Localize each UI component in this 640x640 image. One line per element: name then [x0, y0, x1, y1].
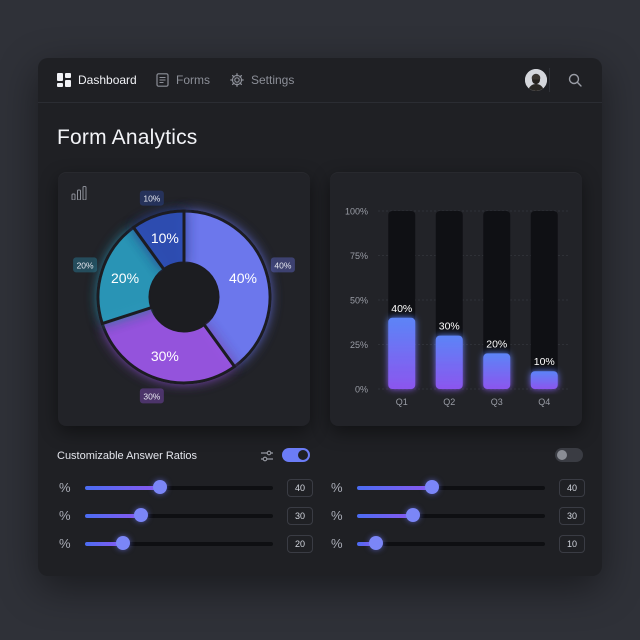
y-tick-label: 50% [350, 296, 368, 306]
nav-settings[interactable]: Settings [230, 71, 294, 89]
slider-row: % 10 [331, 534, 585, 554]
bar-data-label: 40% [391, 303, 412, 315]
donut-callout-tag: 10% [140, 191, 164, 206]
slider-fill [357, 514, 413, 518]
donut-callout-tag: 30% [140, 388, 164, 403]
x-tick-label: Q3 [491, 397, 503, 407]
x-tick-label: Q1 [396, 397, 408, 407]
bar-data-label: 10% [534, 356, 555, 368]
donut-slice-label: 20% [111, 270, 139, 286]
avatar[interactable] [525, 69, 547, 91]
slider-track[interactable] [357, 486, 545, 490]
dashboard-icon [57, 73, 71, 87]
donut-chart-card: 40% 40% 30% 30% 20% 20% 10% 10% [58, 172, 310, 426]
nav-forms-label: Forms [176, 73, 210, 87]
percent-icon: % [331, 480, 343, 495]
slider-thumb[interactable] [153, 480, 167, 494]
ratios-toggle-right[interactable] [555, 448, 583, 462]
x-tick-label: Q2 [443, 397, 455, 407]
slider-value-box[interactable]: 30 [287, 507, 313, 525]
bar-q4[interactable] [531, 371, 558, 389]
donut-slice-label: 40% [229, 270, 257, 286]
x-tick-label: Q4 [538, 397, 550, 407]
avatar-icon [525, 69, 547, 91]
slider-fill [85, 514, 141, 518]
gear-icon [230, 73, 244, 87]
slider-row: % 40 [59, 478, 313, 498]
percent-icon: % [331, 508, 343, 523]
toggle-knob [557, 450, 567, 460]
slider-track[interactable] [85, 542, 273, 546]
slider-thumb[interactable] [406, 508, 420, 522]
document-icon [156, 73, 169, 87]
svg-text:10%: 10% [143, 194, 160, 204]
bar-data-label: 20% [486, 338, 507, 350]
donut-hole [150, 263, 218, 331]
slider-value-box[interactable]: 40 [287, 479, 313, 497]
bar-q2[interactable] [436, 336, 463, 389]
svg-text:20%: 20% [77, 260, 94, 270]
search-icon[interactable] [568, 73, 582, 87]
nav-dashboard-label: Dashboard [78, 73, 137, 87]
bar-chart: 0% 25% 50% 75% 100% 40% Q1 30% Q2 20% Q3 10% Q4 [330, 172, 582, 426]
slider-fill [357, 486, 432, 490]
percent-icon: % [59, 480, 71, 495]
slider-thumb[interactable] [134, 508, 148, 522]
donut-slice-label: 30% [151, 348, 179, 364]
slider-fill [85, 486, 160, 490]
slider-track[interactable] [85, 486, 273, 490]
slider-row: % 30 [59, 506, 313, 526]
app-window: Dashboard Forms Settings [38, 58, 602, 576]
bar-q1[interactable] [388, 318, 415, 389]
ratios-toggle-left[interactable] [282, 448, 310, 462]
bar-q3[interactable] [483, 353, 510, 389]
page-title: Form Analytics [57, 126, 198, 150]
slider-value-box[interactable]: 10 [559, 535, 585, 553]
donut-callout-tag: 20% [73, 257, 97, 272]
percent-icon: % [59, 508, 71, 523]
slider-value-box[interactable]: 40 [559, 479, 585, 497]
svg-text:40%: 40% [274, 260, 291, 270]
slider-track[interactable] [357, 514, 545, 518]
slider-track[interactable] [357, 542, 545, 546]
bar-data-label: 30% [439, 321, 460, 333]
nav-forms[interactable]: Forms [156, 71, 210, 89]
toggle-knob [298, 450, 308, 460]
nav-settings-label: Settings [251, 73, 294, 87]
y-tick-label: 25% [350, 340, 368, 350]
y-tick-label: 0% [355, 385, 368, 395]
slider-track[interactable] [85, 514, 273, 518]
y-tick-label: 100% [345, 207, 368, 217]
slider-row: % 30 [331, 506, 585, 526]
svg-text:30%: 30% [143, 391, 160, 401]
slider-row: % 20 [59, 534, 313, 554]
answer-ratios-label: Customizable Answer Ratios [57, 450, 197, 462]
sliders-icon[interactable] [260, 450, 274, 462]
percent-icon: % [331, 536, 343, 551]
y-tick-label: 75% [350, 251, 368, 261]
donut-chart: 40% 40% 30% 30% 20% 20% 10% 10% [58, 172, 310, 426]
slider-value-box[interactable]: 30 [559, 507, 585, 525]
bar-chart-card: 0% 25% 50% 75% 100% 40% Q1 30% Q2 20% Q3 10% Q4 [330, 172, 582, 426]
percent-icon: % [59, 536, 71, 551]
nav-dashboard[interactable]: Dashboard [57, 71, 137, 89]
donut-callout-tag: 40% [271, 257, 295, 272]
slider-value-box[interactable]: 20 [287, 535, 313, 553]
topbar-divider [549, 68, 550, 92]
slider-thumb[interactable] [369, 536, 383, 550]
slider-row: % 40 [331, 478, 585, 498]
donut-slice-label: 10% [151, 230, 179, 246]
left-slider-group: % 40% 30% 20 [59, 478, 313, 568]
right-slider-group: % 40% 30% 10 [331, 478, 585, 568]
top-navigation-bar: Dashboard Forms Settings [38, 58, 602, 103]
slider-thumb[interactable] [425, 480, 439, 494]
slider-thumb[interactable] [116, 536, 130, 550]
